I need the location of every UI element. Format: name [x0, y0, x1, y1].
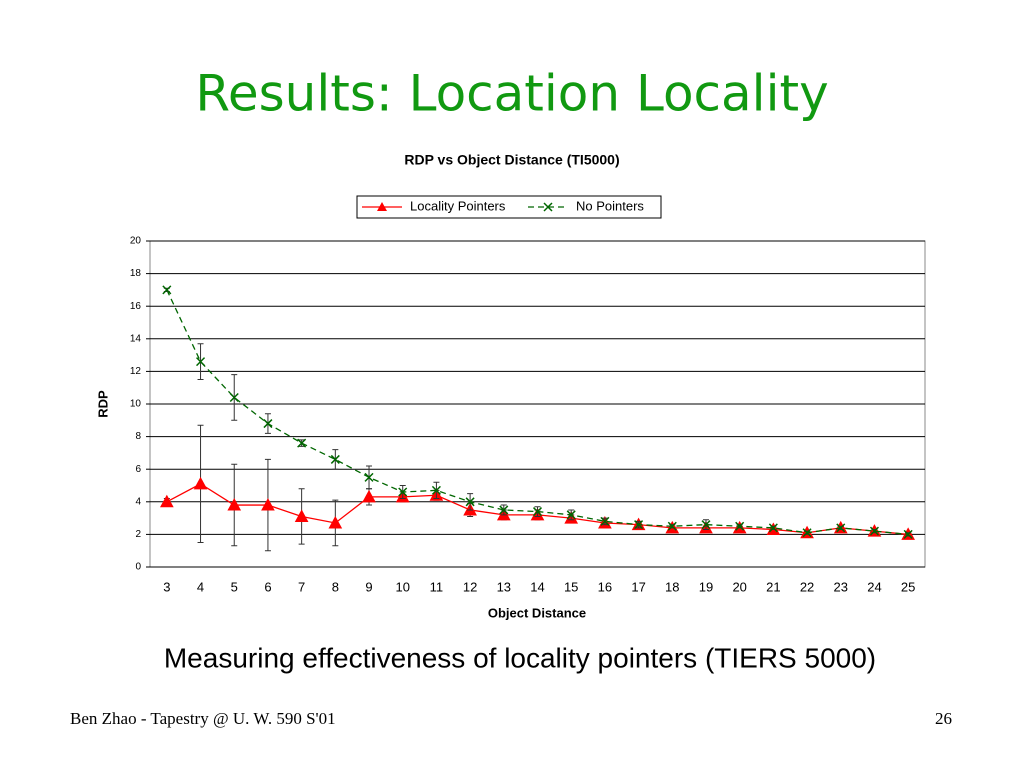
- data-point: [362, 489, 376, 503]
- data-point: [162, 285, 172, 295]
- y-tick-label: 20: [130, 236, 142, 247]
- data-point: [431, 485, 441, 495]
- data-point: [768, 523, 778, 533]
- data-point: [398, 487, 408, 497]
- y-tick-label: 0: [135, 562, 141, 573]
- data-point: [600, 516, 610, 526]
- x-tick-label: 14: [530, 579, 544, 594]
- y-tick-label: 2: [135, 529, 141, 540]
- data-point: [499, 505, 509, 515]
- x-tick-label: 25: [901, 579, 915, 594]
- data-point: [330, 454, 340, 464]
- x-tick-label: 9: [365, 579, 372, 594]
- legend-box: [356, 195, 662, 219]
- y-tick-label: 12: [130, 366, 142, 377]
- x-axis-title: Object Distance: [488, 605, 586, 620]
- legend-marker: [543, 202, 553, 212]
- x-tick-label: 10: [395, 579, 409, 594]
- data-point: [227, 498, 242, 511]
- chart-title: RDP vs Object Distance (TI5000): [404, 152, 619, 168]
- x-tick-label: 12: [463, 579, 477, 594]
- data-point: [193, 476, 208, 490]
- x-tick-label: 15: [564, 579, 578, 594]
- y-tick-label: 16: [130, 301, 142, 312]
- data-point: [297, 438, 307, 448]
- y-tick-label: 8: [135, 431, 141, 442]
- x-tick-label: 19: [699, 579, 713, 594]
- x-tick-label: 3: [163, 579, 170, 594]
- y-tick-label: 10: [130, 399, 142, 410]
- page-number: 26: [935, 709, 952, 728]
- x-tick-label: 21: [766, 579, 780, 594]
- data-point: [634, 520, 644, 530]
- x-tick-label: 24: [867, 579, 881, 594]
- legend-label: Locality Pointers: [410, 198, 506, 213]
- data-point: [328, 515, 343, 529]
- x-tick-label: 17: [631, 579, 645, 594]
- data-point: [667, 521, 677, 531]
- y-tick-label: 4: [135, 496, 141, 507]
- x-tick-label: 23: [834, 579, 848, 594]
- x-tick-label: 13: [497, 579, 511, 594]
- data-point: [532, 507, 543, 517]
- y-axis-title: RDP: [95, 390, 110, 418]
- y-tick-label: 14: [130, 333, 142, 344]
- data-point: [196, 357, 206, 367]
- x-tick-label: 22: [800, 579, 814, 594]
- x-tick-label: 18: [665, 579, 679, 594]
- data-point: [364, 472, 374, 482]
- y-tick-label: 6: [135, 464, 141, 475]
- data-point: [261, 498, 275, 511]
- data-point: [160, 494, 174, 508]
- data-point: [701, 520, 711, 530]
- footer: Ben Zhao - Tapestry @ U. W. 590 S'01: [70, 709, 336, 728]
- x-tick-label: 20: [732, 579, 746, 594]
- data-point: [229, 392, 239, 403]
- x-tick-label: 5: [231, 579, 238, 594]
- legend-marker: [377, 202, 387, 211]
- x-tick-label: 16: [598, 579, 612, 594]
- data-point: [869, 526, 879, 536]
- x-tick-label: 4: [197, 579, 204, 594]
- data-point: [836, 523, 846, 533]
- data-point: [465, 497, 475, 507]
- data-point: [294, 509, 309, 522]
- slide-title: Results: Location Locality: [195, 65, 828, 123]
- legend-label: No Pointers: [576, 198, 644, 213]
- x-tick-label: 11: [430, 579, 444, 594]
- x-tick-label: 6: [264, 579, 271, 594]
- data-point: [566, 510, 576, 520]
- x-tick-label: 7: [298, 579, 305, 594]
- data-point: [903, 529, 913, 539]
- data-point: [263, 419, 273, 429]
- caption: Measuring effectiveness of locality poin…: [164, 642, 876, 673]
- y-tick-label: 18: [130, 268, 142, 279]
- data-point: [735, 521, 745, 531]
- x-tick-label: 8: [332, 579, 339, 594]
- data-point: [802, 528, 812, 538]
